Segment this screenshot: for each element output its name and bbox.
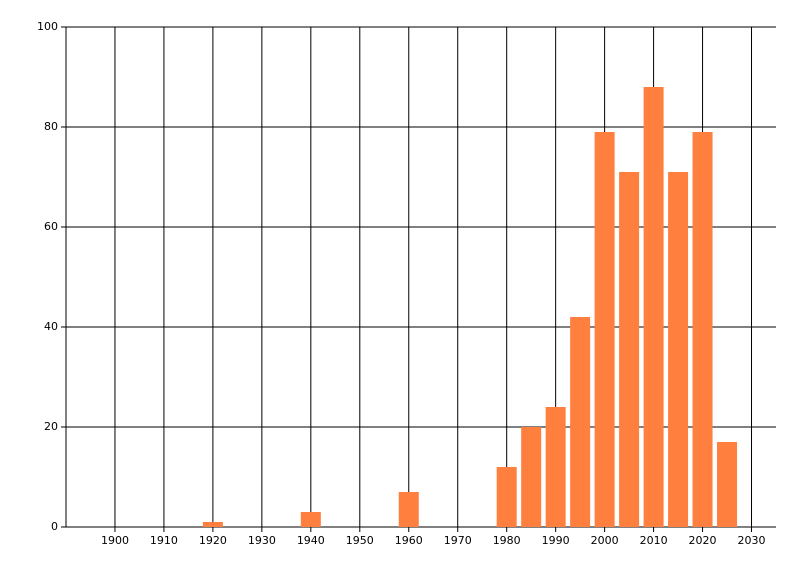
x-tick-label: 2000 [591, 534, 619, 547]
x-tick-label: 1940 [297, 534, 325, 547]
y-tick-label: 0 [51, 520, 58, 533]
x-tick-label: 1960 [395, 534, 423, 547]
x-tick-label: 1970 [444, 534, 472, 547]
bar [300, 512, 321, 527]
bar [570, 317, 591, 527]
y-tick-label: 20 [44, 420, 58, 433]
bar [594, 132, 615, 527]
y-tick-label: 80 [44, 120, 58, 133]
bar [545, 407, 566, 527]
y-tick-label: 100 [37, 20, 58, 33]
x-tick-label: 1930 [248, 534, 276, 547]
x-tick-label: 1950 [346, 534, 374, 547]
x-tick-label: 1900 [101, 534, 129, 547]
x-tick-label: 1980 [493, 534, 521, 547]
bar [202, 522, 223, 527]
bar [668, 172, 689, 527]
bar [619, 172, 640, 527]
bar [496, 467, 517, 527]
x-tick-label: 1990 [542, 534, 570, 547]
bar [521, 427, 542, 527]
x-tick-label: 1910 [150, 534, 178, 547]
y-tick-label: 60 [44, 220, 58, 233]
x-tick-label: 1920 [199, 534, 227, 547]
y-tick-label: 40 [44, 320, 58, 333]
bar [398, 492, 419, 527]
x-tick-label: 2020 [689, 534, 717, 547]
bar [717, 442, 738, 527]
x-tick-label: 2010 [640, 534, 668, 547]
bar [692, 132, 713, 527]
x-tick-label: 2030 [738, 534, 766, 547]
bar [643, 87, 664, 527]
